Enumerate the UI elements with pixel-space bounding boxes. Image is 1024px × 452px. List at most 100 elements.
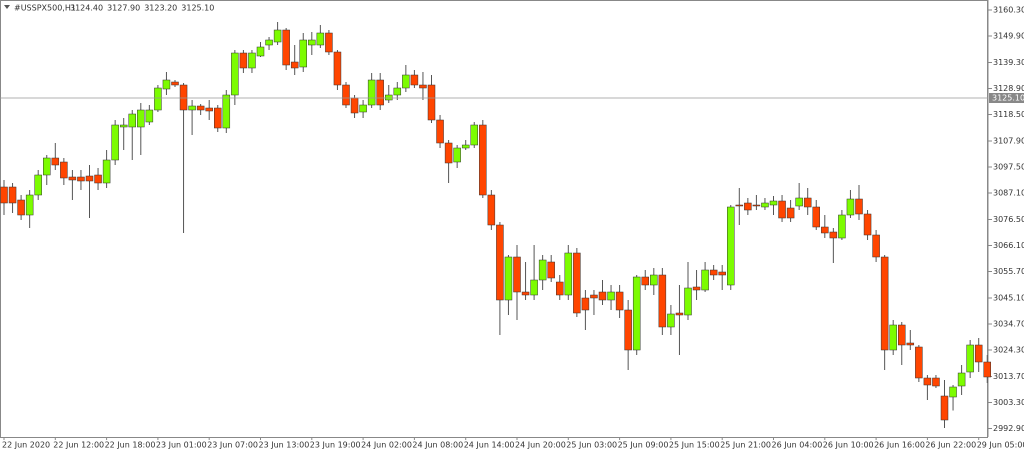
x-tick-label: 24 Jun 08:00 bbox=[412, 441, 463, 450]
y-tick-label: 3097.50 bbox=[993, 163, 1024, 172]
candle-body bbox=[128, 113, 136, 128]
candle-body bbox=[607, 291, 615, 301]
candle-body bbox=[889, 324, 897, 351]
candle-body bbox=[692, 286, 701, 291]
candle-body bbox=[68, 176, 77, 181]
candle-body bbox=[102, 159, 111, 184]
y-tick-label: 3034.70 bbox=[993, 320, 1024, 329]
ohlc-value: 3123.20 bbox=[144, 4, 177, 13]
candle-body bbox=[538, 259, 547, 281]
candle-body bbox=[547, 261, 555, 279]
candle-body bbox=[898, 324, 906, 346]
candle-body bbox=[137, 109, 145, 128]
candle-body bbox=[650, 274, 658, 286]
candle-body bbox=[154, 87, 162, 111]
candle-body bbox=[556, 281, 564, 296]
candle-body bbox=[214, 107, 222, 129]
candle-body bbox=[803, 197, 812, 208]
candle-body bbox=[821, 226, 829, 234]
candle-body bbox=[923, 377, 932, 386]
x-tick-label: 24 Jun 02:00 bbox=[361, 441, 412, 450]
x-tick-label: 25 Jun 03:00 bbox=[566, 441, 617, 450]
x-tick-label: 26 Jun 04:00 bbox=[772, 441, 823, 450]
price-label: 3125.10 bbox=[992, 94, 1024, 103]
candle-body bbox=[521, 291, 530, 296]
candle-body bbox=[17, 199, 25, 216]
candle-body bbox=[487, 194, 496, 226]
candle-body bbox=[34, 174, 42, 196]
candle-body bbox=[308, 39, 316, 46]
candle-body bbox=[530, 279, 538, 296]
menu-icon bbox=[4, 5, 10, 9]
candle-body bbox=[119, 124, 128, 128]
candle-body bbox=[701, 269, 709, 291]
candle-body bbox=[564, 252, 573, 296]
candle-body bbox=[983, 361, 991, 378]
y-tick-label: 3087.10 bbox=[993, 189, 1024, 198]
candle-body bbox=[376, 79, 384, 106]
y-tick-label: 3013.70 bbox=[993, 372, 1024, 381]
y-tick-label: 3055.70 bbox=[993, 267, 1024, 276]
candle-body bbox=[239, 52, 248, 69]
candle-body bbox=[479, 124, 487, 196]
candle-body bbox=[171, 81, 179, 86]
candle-body bbox=[744, 202, 752, 211]
candle-body bbox=[248, 52, 256, 69]
candle-body bbox=[299, 39, 307, 68]
y-tick-label: 3003.30 bbox=[993, 398, 1024, 407]
candle-body bbox=[77, 176, 85, 182]
x-tick-label: 23 Jun 13:00 bbox=[259, 441, 310, 450]
candle-body bbox=[402, 74, 410, 89]
candle-body bbox=[94, 174, 102, 184]
candle-body bbox=[974, 344, 983, 363]
candle-body bbox=[385, 94, 393, 101]
candle-body bbox=[906, 342, 915, 346]
candle-body bbox=[949, 386, 957, 398]
candle-body bbox=[427, 84, 436, 121]
x-tick-label: 26 Jun 16:00 bbox=[874, 441, 925, 450]
candle-body bbox=[282, 29, 290, 66]
y-tick-label: 2992.90 bbox=[993, 424, 1024, 433]
candle-body bbox=[85, 175, 94, 182]
y-tick-label: 3076.50 bbox=[993, 215, 1024, 224]
candle-body bbox=[8, 186, 17, 204]
candle-body bbox=[769, 200, 778, 206]
x-tick-label: 24 Jun 14:00 bbox=[464, 441, 515, 450]
candle-body bbox=[436, 119, 444, 144]
candle-body bbox=[727, 206, 735, 286]
x-tick-label: 22 Jun 12:00 bbox=[53, 441, 104, 450]
y-tick-label: 3160.30 bbox=[993, 6, 1024, 15]
candle-body bbox=[179, 84, 188, 111]
candle-body bbox=[342, 84, 350, 106]
candle-body bbox=[256, 46, 265, 57]
x-tick-label: 22 Jun 18:00 bbox=[105, 441, 156, 450]
candle-body bbox=[393, 87, 402, 96]
price-label-box bbox=[989, 93, 1024, 103]
candle-body bbox=[25, 194, 34, 216]
candle-body bbox=[419, 84, 427, 89]
y-tick-label: 3045.10 bbox=[993, 294, 1024, 303]
candle-body bbox=[709, 269, 718, 276]
x-tick-label: 23 Jun 07:00 bbox=[207, 441, 258, 450]
candle-body bbox=[513, 256, 521, 293]
y-tick-label: 3149.90 bbox=[993, 32, 1024, 41]
candle-body bbox=[615, 291, 624, 311]
candle-body bbox=[761, 202, 769, 208]
x-tick-label: 25 Jun 09:00 bbox=[618, 441, 669, 450]
candle-body bbox=[658, 274, 667, 328]
y-tick-label: 3066.10 bbox=[993, 241, 1024, 250]
candle-body bbox=[496, 224, 504, 301]
candle-body bbox=[188, 105, 196, 111]
chart-title: #USSPX500,H1 bbox=[14, 4, 76, 13]
candle-body bbox=[410, 74, 419, 86]
x-tick-label: 25 Jun 21:00 bbox=[720, 441, 771, 450]
candle-body bbox=[940, 395, 949, 421]
candle-body bbox=[675, 312, 684, 316]
candle-body bbox=[265, 39, 273, 46]
candle-body bbox=[43, 157, 51, 176]
ohlc-value: 3124.40 bbox=[70, 4, 103, 13]
candle-body bbox=[863, 213, 872, 236]
x-tick-label: 22 Jun 2020 bbox=[2, 441, 50, 450]
candle-body bbox=[222, 94, 231, 129]
